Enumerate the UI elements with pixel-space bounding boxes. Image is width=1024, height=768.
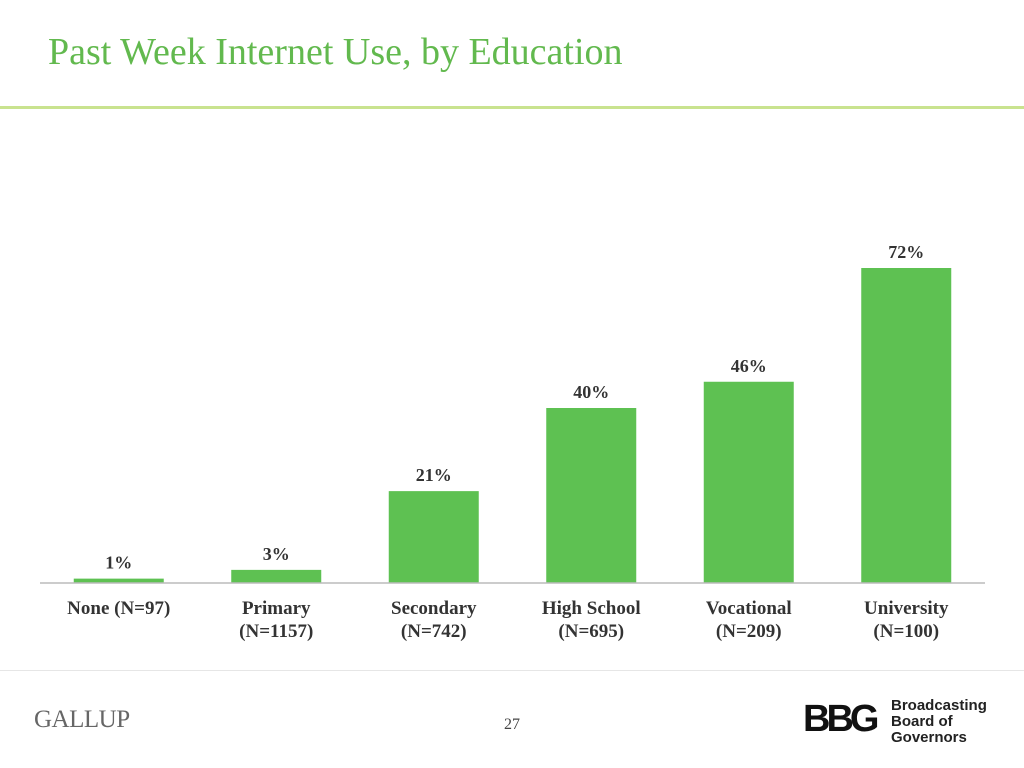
footer-rule [0, 670, 1024, 671]
x-tick-label: None (N=97) [67, 598, 171, 619]
value-label: 72% [888, 242, 924, 262]
bar [861, 268, 952, 583]
bbg-logo-mark: BBG [803, 698, 879, 740]
gallup-logo: GALLUP [34, 706, 130, 733]
value-label: 3% [263, 544, 290, 564]
x-tick-label: Primary (N=1157) [239, 598, 314, 642]
value-label: 46% [731, 356, 767, 376]
bar [546, 408, 637, 583]
x-tick-label: High School (N=695) [541, 598, 641, 642]
title-rule [0, 106, 1024, 109]
page-number: 27 [504, 716, 520, 733]
bar [703, 381, 794, 583]
x-tick-label: Vocational (N=209) [705, 598, 792, 642]
bbg-logo-text: Broadcasting Board of Governors [891, 697, 987, 746]
x-tick-label: University (N=100) [864, 598, 949, 642]
x-tick-label: Secondary (N=742) [391, 598, 477, 642]
value-label: 1% [105, 553, 132, 573]
value-label: 40% [573, 382, 609, 402]
bar [231, 569, 322, 583]
bar [73, 578, 164, 583]
value-label: 21% [416, 465, 452, 485]
bar [388, 491, 479, 583]
chart-title: Past Week Internet Use, by Education [48, 31, 623, 73]
